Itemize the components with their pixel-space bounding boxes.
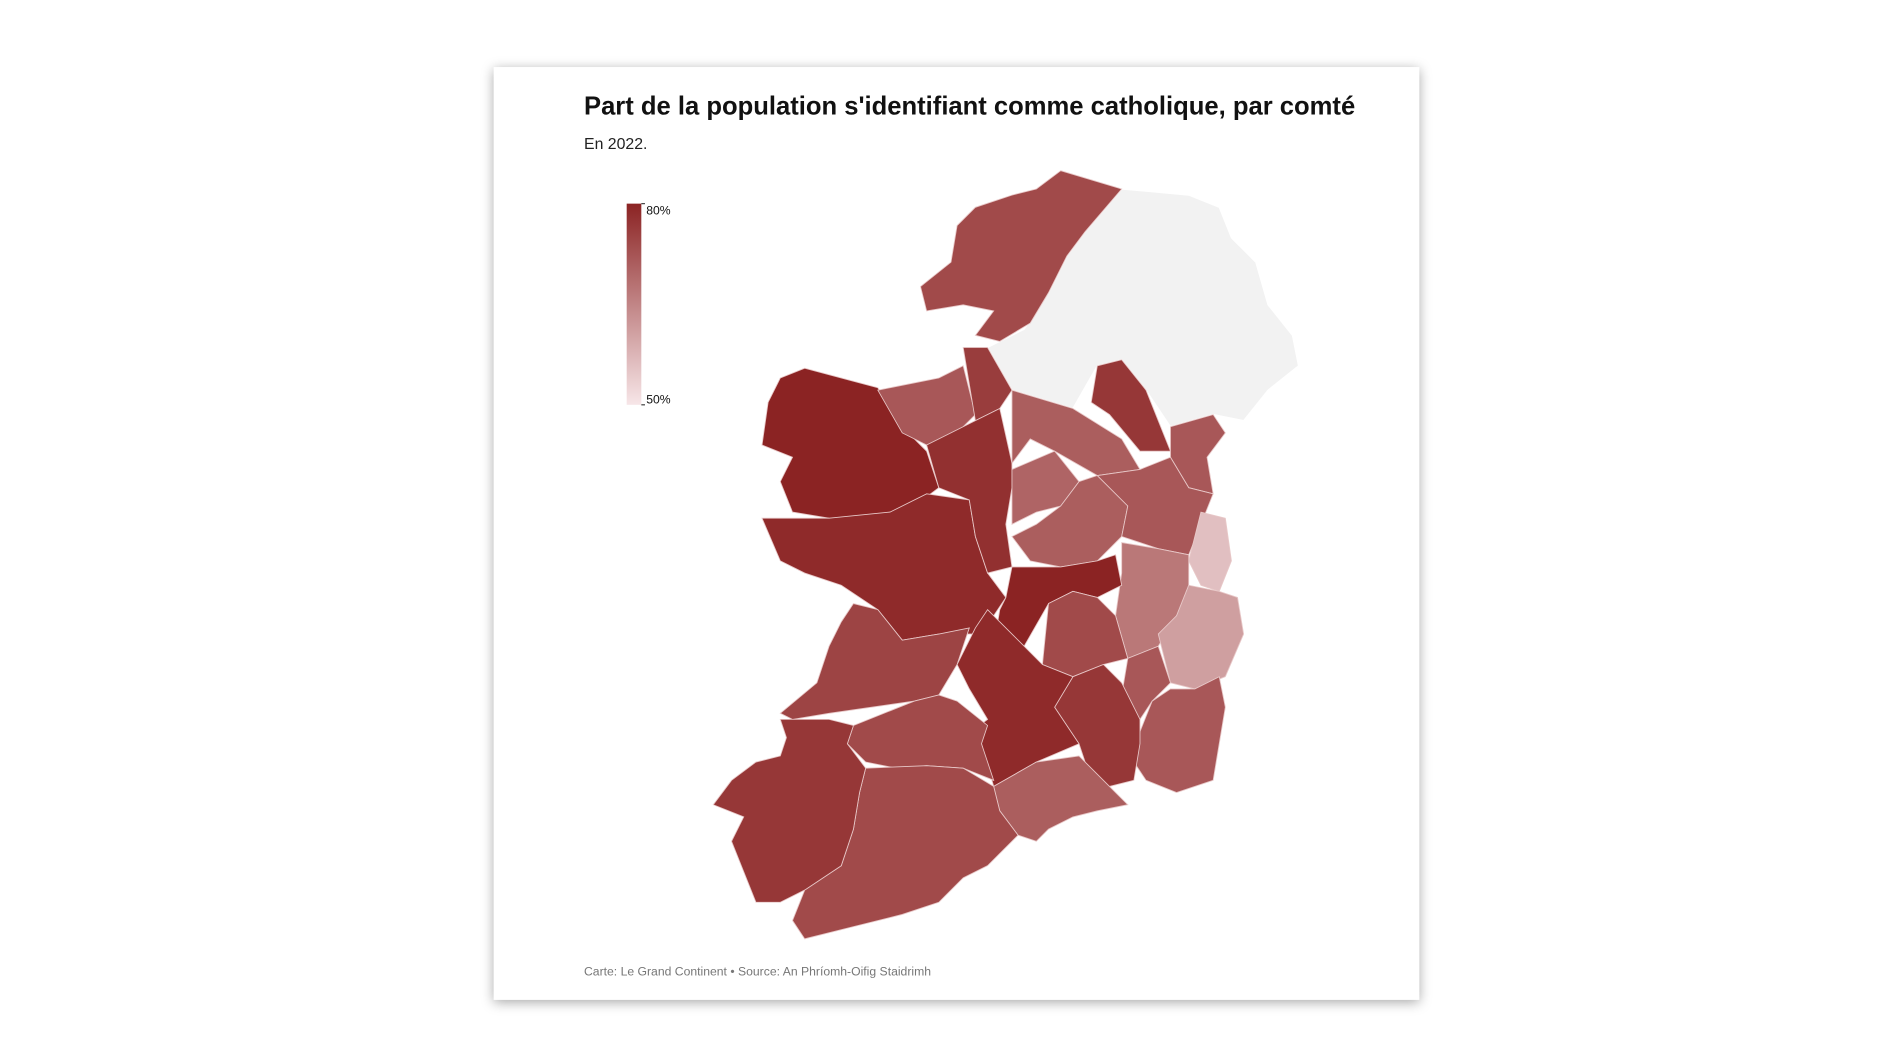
county: [779, 603, 970, 720]
legend-label: 80%: [646, 204, 671, 218]
county: [926, 407, 1013, 574]
county: [846, 694, 995, 782]
legend-label: 50%: [646, 393, 671, 407]
source: Carte: Le Grand Continent • Source: An P…: [584, 964, 931, 978]
county: [920, 170, 1123, 342]
title: Part de la population s'identifiant comm…: [584, 93, 1355, 121]
county: [962, 347, 1013, 422]
subtitle: En 2022.: [584, 136, 647, 153]
legend-bar: [626, 203, 642, 405]
county: [712, 718, 867, 903]
